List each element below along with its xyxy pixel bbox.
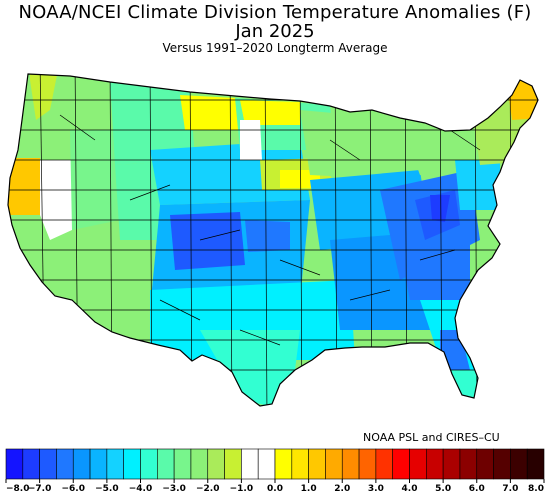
legend-swatch: [173, 448, 192, 480]
legend-swatch: [241, 448, 259, 480]
legend-tick-label: 7.0: [502, 484, 518, 492]
legend-swatch: [459, 448, 478, 480]
map-region-west-virginia-core: [430, 195, 450, 222]
legend-tick-label: −2.0: [196, 484, 219, 492]
legend-tick-label: −1.0: [230, 484, 253, 492]
map-region-northern-rockies: [110, 80, 195, 165]
map-region-colorado-kansas-core: [170, 212, 245, 270]
legend-swatch: [123, 448, 141, 480]
legend-swatch: [426, 448, 444, 480]
legend-tick-label: −4.0: [129, 484, 152, 492]
legend-tick-label: −5.0: [95, 484, 118, 492]
legend-tick-label: 4.0: [402, 484, 418, 492]
legend-tick-label: 5.0: [435, 484, 451, 492]
map-region-great-basin: [70, 130, 120, 230]
map-region-northern-montana: [180, 95, 240, 130]
map-subtitle: Versus 1991–2020 Longterm Average: [162, 41, 388, 55]
legend-tick-label: 0.0: [267, 484, 283, 492]
legend-swatch: [442, 448, 461, 480]
map-region-great-lakes: [300, 110, 410, 180]
legend-tick-label: 2.0: [334, 484, 350, 492]
legend-swatch: [510, 448, 528, 480]
legend-tick-label: −7.0: [28, 484, 51, 492]
legend-swatch: [257, 448, 276, 480]
legend-tick-label: −6.0: [62, 484, 85, 492]
legend-swatch: [22, 448, 40, 480]
legend-swatch: [409, 448, 427, 480]
legend-swatch: [207, 448, 225, 480]
legend-tick-label: −3.0: [162, 484, 185, 492]
legend-swatch: [274, 448, 293, 480]
legend-swatch: [224, 448, 242, 480]
map-title: NOAA/NCEI Climate Division Temperature A…: [18, 2, 532, 23]
credit-label: NOAA PSL and CIRES–CU: [363, 431, 500, 444]
legend-swatch: [526, 448, 545, 480]
legend-swatch: [308, 448, 326, 480]
legend-tick-label: 1.0: [301, 484, 317, 492]
legend-swatch: [358, 448, 377, 480]
legend-tick-label: 3.0: [368, 484, 384, 492]
legend-swatch: [190, 448, 209, 480]
legend-swatch: [476, 448, 494, 480]
legend-swatch: [89, 448, 108, 480]
legend-swatch: [5, 448, 24, 480]
map-region-mid-atlantic: [455, 160, 500, 210]
division-boundaries: [8, 74, 538, 406]
map-region-north-dakota: [240, 100, 300, 125]
legend-swatch: [56, 448, 74, 480]
legend-swatch: [375, 448, 393, 480]
legend-swatch: [140, 448, 158, 480]
legend-tick-label: 6.0: [469, 484, 485, 492]
legend-swatch: [291, 448, 309, 480]
map-period: Jan 2025: [235, 21, 315, 42]
legend-swatch: [157, 448, 175, 480]
legend-swatch: [39, 448, 57, 480]
legend-swatch: [325, 448, 343, 480]
legend-tick-label: 8.0: [528, 484, 544, 492]
legend-tick-label: −8.0: [6, 484, 29, 492]
legend-swatch: [341, 448, 360, 480]
legend-swatch: [392, 448, 410, 480]
legend-swatch: [106, 448, 124, 480]
legend-swatch: [493, 448, 511, 480]
map-region-kansas-east: [245, 220, 290, 252]
map-region-carolinas: [400, 245, 470, 300]
legend-swatch: [72, 448, 91, 480]
